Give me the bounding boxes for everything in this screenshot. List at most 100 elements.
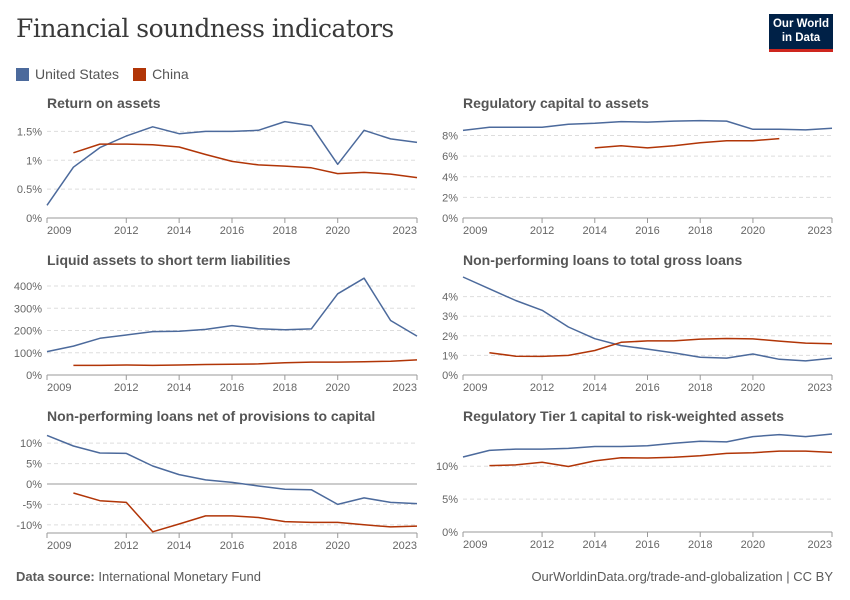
page-title: Financial soundness indicators [16, 14, 394, 43]
x-tick-label: 2023 [393, 540, 417, 552]
series-line-united-states [462, 433, 833, 458]
series-line-united-states [462, 276, 833, 362]
x-tick-label: 2018 [273, 382, 297, 394]
x-tick-label: 2023 [808, 539, 832, 551]
chart-panel-1: Return on assets 0% 0.5% 1% 1.5% 2009 2012 2014… [17, 95, 418, 237]
chart-title: Non-performing loans to total gross loan… [463, 252, 742, 268]
data-source-label: Data source: [16, 569, 95, 584]
series-line-united-states [46, 277, 418, 353]
x-tick-label: 2023 [393, 225, 417, 237]
legend-swatch-icon [133, 67, 147, 81]
chart-title: Non-performing loans net of provisions t… [47, 408, 375, 424]
y-tick-label: 10% [436, 461, 458, 473]
x-tick-label: 2009 [463, 225, 487, 237]
legend: United States China [16, 66, 189, 82]
chart-title: Regulatory capital to assets [463, 95, 649, 111]
x-tick-label: 2016 [220, 540, 244, 552]
y-tick-label: 1.5% [17, 126, 42, 138]
series-line-united-states [46, 434, 418, 506]
x-tick-label: 2020 [325, 382, 349, 394]
x-tick-label: 2016 [635, 539, 659, 551]
y-tick-label: -5% [22, 499, 42, 511]
y-tick-label: 2% [442, 192, 458, 204]
y-tick-label: 300% [14, 303, 42, 315]
chart-panel-5: Non-performing loans net of provisions t… [16, 408, 418, 552]
x-tick-label: 2016 [220, 225, 244, 237]
series-line-china [489, 337, 833, 358]
y-tick-label: 100% [14, 348, 42, 360]
footer-url[interactable]: OurWorldinData.org/trade-and-globalizati… [531, 569, 833, 584]
chart-panel-2: Regulatory capital to assets 0% 2% 4% 6% 8% 20… [442, 95, 833, 237]
y-tick-label: 5% [26, 459, 42, 471]
y-tick-label: 400% [14, 281, 42, 293]
y-tick-label: 0.5% [17, 184, 42, 196]
series-line-china [73, 492, 418, 533]
y-tick-label: 2% [442, 331, 458, 343]
x-tick-label: 2018 [688, 539, 712, 551]
y-tick-label: 0% [26, 370, 42, 382]
chart-panel-6: Regulatory Tier 1 capital to risk-weight… [436, 408, 833, 551]
y-tick-label: 5% [442, 494, 458, 506]
series-line-china [594, 137, 780, 149]
legend-swatch-icon [16, 67, 29, 81]
owid-logo[interactable]: Our World in Data [769, 14, 833, 52]
logo-line-1: Our World [772, 18, 829, 30]
series-line-united-states [46, 120, 418, 206]
series-line-china [73, 359, 418, 367]
y-tick-label: 0% [26, 479, 42, 491]
x-tick-label: 2020 [741, 539, 765, 551]
x-tick-label: 2012 [530, 382, 554, 394]
chart-title: Regulatory Tier 1 capital to risk-weight… [463, 408, 784, 424]
x-tick-label: 2023 [393, 382, 417, 394]
y-tick-label: 8% [442, 131, 458, 143]
x-tick-label: 2016 [220, 382, 244, 394]
x-tick-label: 2012 [114, 225, 138, 237]
logo-line-2: in Data [781, 32, 821, 44]
x-tick-label: 2018 [273, 540, 297, 552]
x-tick-label: 2020 [741, 225, 765, 237]
x-tick-label: 2014 [167, 382, 191, 394]
x-tick-label: 2023 [808, 382, 832, 394]
legend-label: United States [35, 66, 120, 82]
y-tick-label: 4% [442, 292, 458, 304]
y-tick-label: 4% [442, 172, 458, 184]
x-tick-label: 2014 [583, 382, 607, 394]
y-tick-label: 0% [442, 370, 458, 382]
x-tick-label: 2014 [583, 225, 607, 237]
y-tick-label: 200% [14, 326, 42, 338]
x-tick-label: 2012 [530, 539, 554, 551]
legend-label: China [152, 66, 189, 82]
x-tick-label: 2012 [530, 225, 554, 237]
x-tick-label: 2009 [47, 540, 71, 552]
data-source: Data source: International Monetary Fund [16, 569, 261, 584]
x-tick-label: 2018 [688, 225, 712, 237]
y-tick-label: 1% [26, 155, 42, 167]
x-tick-label: 2020 [325, 225, 349, 237]
x-tick-label: 2016 [635, 225, 659, 237]
x-tick-label: 2009 [47, 225, 71, 237]
x-tick-label: 2009 [463, 382, 487, 394]
x-tick-label: 2016 [635, 382, 659, 394]
x-tick-label: 2012 [114, 540, 138, 552]
y-tick-label: 0% [442, 213, 458, 225]
y-tick-label: 1% [442, 350, 458, 362]
legend-item-united-states[interactable]: United States [16, 66, 119, 82]
x-tick-label: 2014 [583, 539, 607, 551]
y-tick-label: 6% [442, 151, 458, 163]
chart-panel-4: Non-performing loans to total gross loan… [442, 252, 833, 394]
x-tick-label: 2014 [167, 225, 191, 237]
legend-item-china[interactable]: China [133, 66, 189, 82]
series-line-china [489, 450, 833, 468]
data-source-value: International Monetary Fund [98, 569, 261, 584]
y-tick-label: 0% [26, 213, 42, 225]
x-tick-label: 2014 [167, 540, 191, 552]
y-tick-label: 3% [442, 311, 458, 323]
chart-panel-3: Liquid assets to short term liabilities 0… [14, 252, 418, 394]
x-tick-label: 2018 [688, 382, 712, 394]
x-tick-label: 2009 [47, 382, 71, 394]
y-tick-label: 10% [20, 438, 42, 450]
y-tick-label: 0% [442, 527, 458, 539]
series-line-china [73, 143, 418, 179]
x-tick-label: 2020 [325, 540, 349, 552]
